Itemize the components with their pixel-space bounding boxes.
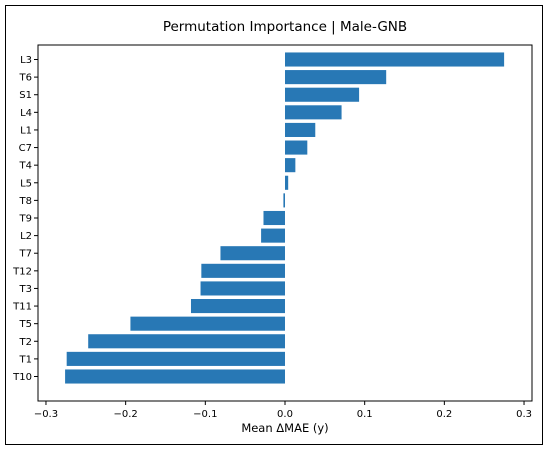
x-tick-label: −0.2: [113, 409, 137, 420]
x-tick-label: −0.3: [34, 409, 58, 420]
y-tick-label: L4: [20, 108, 32, 119]
bars-layer: [65, 52, 505, 384]
x-tick-label: −0.1: [193, 409, 217, 420]
bar-t5: [130, 316, 285, 331]
bar-t7: [220, 246, 285, 261]
y-tick-label: T8: [19, 196, 32, 207]
y-tick-label: L5: [20, 178, 32, 189]
x-axis: −0.3 −0.2 −0.1 0.0 0.1 0.2 0.3: [34, 401, 532, 420]
bar-t9: [263, 210, 285, 226]
y-tick-label: C7: [19, 143, 32, 154]
x-tick-label: 0.2: [436, 409, 452, 420]
y-tick-label: S1: [19, 90, 32, 101]
y-tick-label: T3: [19, 284, 32, 295]
y-axis: L3 T6 S1 L4 L1 C7 T4 L5 T8 T9 L2 T7 T12 T3 T11 T5 T2 T1 T1…: [12, 55, 38, 383]
figure-frame: Permutation Importance | Male-GNB L3 T6 S1…: [5, 5, 543, 445]
x-tick-label: 0.1: [357, 409, 373, 420]
y-tick-label: T5: [19, 319, 32, 330]
bar-l4: [285, 105, 342, 120]
y-tick-label: T11: [12, 302, 32, 313]
bar-t2: [88, 334, 285, 349]
x-tick-label: 0.0: [277, 409, 293, 420]
y-tick-label: T12: [12, 266, 32, 277]
bar-l1: [285, 122, 316, 137]
bar-c7: [285, 140, 308, 155]
bar-s1: [285, 87, 360, 102]
chart-title: Permutation Importance | Male-GNB: [163, 19, 407, 35]
x-axis-label: Mean ΔMAE (y): [241, 421, 328, 435]
bar-l3: [285, 52, 505, 67]
y-tick-label: T10: [12, 372, 32, 383]
bar-t4: [285, 158, 296, 173]
bar-t11: [190, 299, 285, 314]
y-tick-label: T2: [19, 337, 32, 348]
x-tick-label: 0.3: [516, 409, 532, 420]
bar-t12: [201, 263, 285, 278]
y-tick-label: L3: [20, 55, 32, 66]
y-tick-label: L2: [20, 231, 32, 242]
bar-t8: [283, 193, 285, 208]
y-tick-label: T7: [19, 249, 32, 260]
y-tick-label: T6: [19, 73, 32, 84]
y-tick-label: T9: [19, 214, 32, 225]
bar-t1: [66, 351, 285, 366]
y-tick-label: L1: [20, 125, 32, 136]
y-tick-label: T1: [19, 354, 32, 365]
bar-l2: [261, 228, 285, 243]
y-tick-label: T4: [19, 161, 32, 172]
bar-t6: [285, 70, 387, 85]
bar-t3: [200, 281, 285, 296]
bar-chart: Permutation Importance | Male-GNB L3 T6 S1…: [12, 19, 533, 435]
bar-t10: [65, 369, 285, 384]
bar-l5: [285, 175, 289, 190]
